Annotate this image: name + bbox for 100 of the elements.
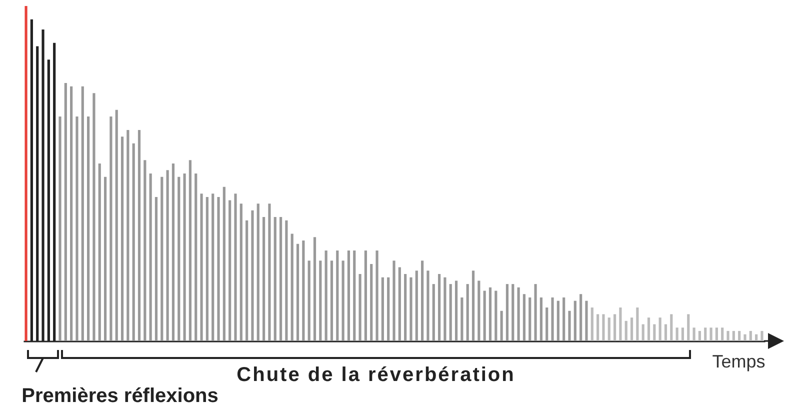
bar — [194, 174, 198, 341]
bar — [336, 250, 339, 341]
bar — [681, 328, 684, 341]
bar — [432, 284, 435, 341]
bar — [653, 324, 656, 341]
bar — [313, 237, 316, 341]
bar — [222, 186, 226, 341]
bar — [217, 196, 220, 341]
bar — [149, 174, 152, 341]
bar — [613, 314, 616, 341]
bar — [319, 260, 322, 341]
bar — [590, 308, 594, 341]
bar — [58, 116, 62, 341]
bar — [755, 334, 758, 341]
bar — [449, 284, 452, 341]
text: Premières réflexions — [22, 385, 218, 408]
bar — [658, 318, 662, 341]
bar — [630, 318, 634, 341]
bar — [200, 194, 203, 341]
bar — [64, 83, 67, 341]
bar — [268, 204, 271, 341]
bar — [698, 330, 701, 341]
bar — [364, 250, 367, 341]
bar — [188, 160, 192, 341]
bar — [178, 176, 180, 341]
bar — [410, 277, 412, 341]
bar — [330, 260, 334, 341]
bar — [472, 270, 475, 341]
bar — [120, 136, 124, 341]
bar — [568, 310, 571, 341]
bar — [460, 297, 464, 341]
bar — [483, 290, 486, 341]
bar — [562, 297, 566, 341]
bar — [274, 217, 276, 341]
bar — [81, 86, 84, 341]
bar — [70, 86, 73, 341]
bar — [534, 284, 537, 341]
bar — [710, 328, 712, 341]
bar — [172, 163, 175, 341]
bar — [556, 300, 560, 341]
bar — [494, 290, 498, 341]
bar — [642, 324, 644, 341]
bar — [687, 314, 690, 341]
bar — [138, 130, 141, 341]
bar — [415, 270, 418, 341]
bar — [421, 260, 424, 341]
bar — [466, 284, 469, 341]
bar — [738, 330, 741, 341]
x-axis-title: Temps — [712, 352, 766, 372]
bar — [636, 308, 639, 341]
bar — [234, 194, 237, 341]
bar — [670, 314, 673, 341]
bar — [551, 297, 554, 341]
bar — [528, 297, 532, 341]
bar — [347, 250, 350, 341]
bar — [426, 270, 430, 341]
bar — [512, 284, 514, 341]
bar — [251, 210, 254, 341]
bar — [98, 163, 101, 341]
bar — [647, 318, 650, 341]
bar — [732, 330, 735, 341]
bar — [574, 300, 576, 341]
bar — [358, 274, 362, 341]
bar — [580, 294, 582, 341]
bar — [488, 287, 492, 341]
bar — [302, 240, 305, 341]
bar — [676, 328, 678, 341]
bar — [704, 328, 707, 341]
bar — [353, 250, 356, 341]
bar — [228, 200, 232, 341]
bar — [324, 250, 328, 341]
bar — [546, 308, 548, 341]
bar — [760, 330, 764, 341]
bar — [500, 310, 503, 341]
bar — [624, 320, 628, 341]
bar — [126, 130, 130, 341]
bar — [381, 277, 384, 341]
bar — [342, 260, 344, 341]
bar — [183, 174, 186, 341]
bar — [212, 194, 214, 341]
bar — [444, 277, 446, 341]
bar — [262, 217, 266, 341]
bar — [166, 170, 169, 341]
bar — [749, 330, 752, 341]
bar — [132, 143, 135, 341]
bar — [285, 220, 288, 341]
bar — [240, 204, 242, 341]
bar — [506, 284, 509, 341]
bar — [585, 300, 588, 341]
bar — [619, 308, 622, 341]
bar — [522, 294, 526, 341]
bar — [608, 318, 610, 341]
bar — [308, 260, 310, 341]
bar — [290, 234, 294, 341]
bar — [517, 287, 520, 341]
bar — [721, 328, 724, 341]
bar — [376, 250, 378, 341]
bar — [87, 116, 90, 341]
bar — [279, 217, 282, 341]
bar — [370, 264, 373, 341]
